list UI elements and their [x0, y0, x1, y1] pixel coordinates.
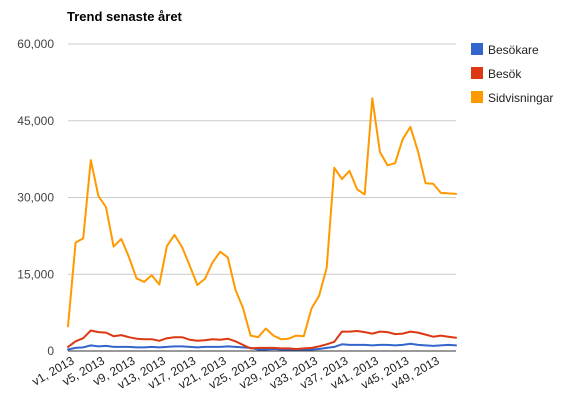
legend-label: Sidvisningar: [488, 91, 553, 105]
series-line-bes-kare: [67, 342, 457, 351]
legend-label: Besök: [488, 67, 522, 81]
series-line-bes-k: [67, 329, 457, 350]
chart-title: Trend senaste året: [67, 9, 183, 24]
y-tick-label: 45,000: [17, 114, 54, 128]
y-tick-label: 30,000: [17, 191, 54, 205]
y-tick-label: 60,000: [17, 37, 54, 51]
legend-swatch: [471, 67, 483, 79]
legend-swatch: [471, 91, 483, 103]
y-tick-label: 15,000: [17, 267, 54, 281]
series-line-sidvisningar: [67, 97, 457, 341]
y-axis-ticks: 0 15,000 30,000 45,000 60,000: [17, 37, 54, 358]
legend-label: Besökare: [488, 43, 539, 57]
y-tick-label: 0: [47, 344, 54, 358]
legend-swatch: [471, 43, 483, 55]
legend: Besökare Besök Sidvisningar: [471, 43, 553, 105]
series-lines: [67, 97, 457, 351]
gridlines: [68, 43, 456, 275]
